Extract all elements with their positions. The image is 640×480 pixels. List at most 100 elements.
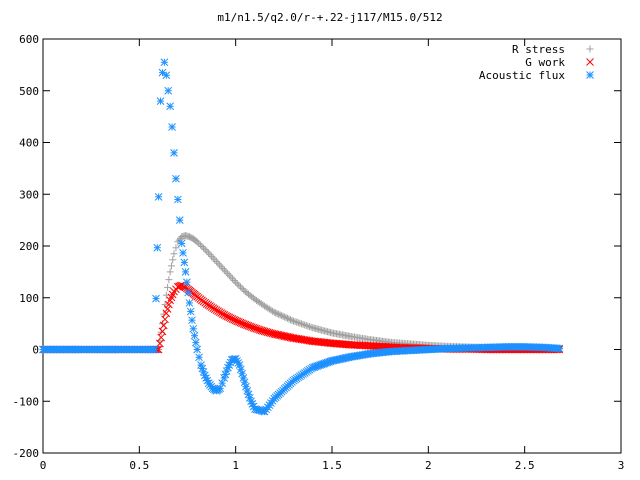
data-point xyxy=(275,310,283,318)
data-point xyxy=(238,284,246,292)
series-r-stress xyxy=(39,232,563,353)
data-point xyxy=(269,307,277,315)
data-point xyxy=(282,332,290,341)
legend-label: Acoustic flux xyxy=(479,69,565,82)
data-point xyxy=(156,97,165,105)
data-point xyxy=(167,262,175,270)
data-point xyxy=(160,310,168,318)
data-point xyxy=(195,353,203,362)
x-tick-label: 0 xyxy=(40,459,47,472)
data-point xyxy=(190,331,199,340)
legend-marker xyxy=(586,58,594,66)
data-point xyxy=(211,256,219,264)
data-point xyxy=(169,256,177,264)
data-point xyxy=(279,332,287,340)
data-point xyxy=(186,307,195,316)
data-point xyxy=(162,309,171,318)
data-point xyxy=(154,192,163,201)
x-tick-label: 2 xyxy=(425,459,432,472)
data-point xyxy=(297,320,305,328)
data-point xyxy=(180,258,189,267)
data-point xyxy=(216,384,225,393)
data-point xyxy=(304,322,312,330)
series-g-work xyxy=(39,281,564,354)
data-point xyxy=(272,309,280,317)
data-point xyxy=(218,379,227,387)
data-point xyxy=(232,278,240,286)
data-point xyxy=(233,280,241,288)
data-point xyxy=(161,315,169,324)
data-point xyxy=(294,319,302,327)
data-point xyxy=(164,283,172,291)
data-point xyxy=(204,249,212,257)
data-point xyxy=(235,281,243,289)
data-point xyxy=(162,71,171,80)
data-point xyxy=(193,238,201,246)
data-point xyxy=(181,268,190,276)
data-point xyxy=(283,332,292,341)
data-point xyxy=(293,318,301,326)
data-point xyxy=(268,329,277,338)
data-point xyxy=(172,174,180,183)
data-point xyxy=(206,251,214,259)
data-point xyxy=(168,123,176,131)
data-point xyxy=(271,330,280,339)
data-point xyxy=(214,259,222,267)
data-point xyxy=(165,276,173,284)
data-point xyxy=(240,286,248,294)
data-point xyxy=(209,254,217,262)
data-point xyxy=(203,247,211,255)
y-tick-label: 300 xyxy=(19,188,39,201)
data-point xyxy=(163,305,172,313)
data-point xyxy=(224,270,232,278)
data-point xyxy=(284,314,292,322)
x-tick-label: 1.5 xyxy=(322,459,342,472)
data-point xyxy=(285,333,293,342)
data-point xyxy=(277,331,286,340)
data-point xyxy=(280,332,289,341)
data-point xyxy=(242,382,250,391)
data-point xyxy=(220,266,228,274)
data-point xyxy=(152,294,160,303)
data-point xyxy=(219,264,227,272)
data-point xyxy=(299,320,307,328)
data-point xyxy=(157,333,166,342)
data-point xyxy=(285,315,293,323)
y-tick-label: 100 xyxy=(19,292,39,305)
data-point xyxy=(159,321,168,330)
data-point xyxy=(287,316,295,324)
data-point xyxy=(200,244,208,252)
data-point xyxy=(276,331,284,340)
data-point xyxy=(174,195,182,204)
data-point xyxy=(156,339,164,348)
data-point xyxy=(175,216,184,224)
legend-label: G work xyxy=(525,56,565,69)
data-point xyxy=(273,310,281,318)
data-point xyxy=(288,316,296,324)
data-point xyxy=(225,271,233,279)
data-point xyxy=(228,275,236,283)
y-tick-label: -200 xyxy=(13,447,40,460)
y-axis: -200 -100 0 100 200 300 400 500 600 xyxy=(13,33,621,460)
data-point xyxy=(302,322,310,330)
data-point xyxy=(170,148,178,157)
y-tick-label: 500 xyxy=(19,85,39,98)
data-point xyxy=(282,314,290,322)
y-tick-label: 200 xyxy=(19,240,39,253)
data-point xyxy=(153,243,162,252)
data-point xyxy=(291,318,299,326)
data-point xyxy=(196,241,204,249)
data-point xyxy=(201,246,209,254)
data-point xyxy=(177,239,186,248)
data-point xyxy=(160,58,169,67)
data-point xyxy=(296,319,304,327)
data-point xyxy=(165,300,173,309)
data-point xyxy=(208,252,216,260)
data-point xyxy=(286,333,295,342)
legend-marker xyxy=(586,45,594,53)
data-point xyxy=(216,261,224,269)
data-point xyxy=(274,331,283,339)
data-point xyxy=(212,258,220,266)
